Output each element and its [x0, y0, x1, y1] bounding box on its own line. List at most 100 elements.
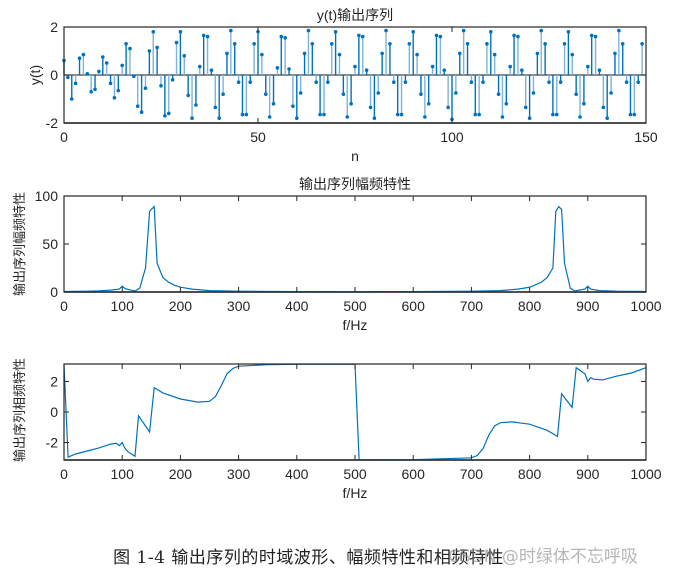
y-tick-label: 100 — [35, 188, 59, 204]
x-tick-label: 200 — [169, 298, 193, 314]
stem-marker — [198, 64, 202, 69]
stem-marker — [492, 52, 497, 57]
stem-marker — [318, 112, 322, 117]
stem-marker — [624, 80, 629, 84]
stem-marker — [69, 97, 74, 101]
stem-marker — [430, 64, 435, 69]
stem-marker — [267, 115, 272, 119]
x-tick-label: 200 — [169, 466, 193, 482]
stem-marker — [155, 45, 159, 50]
stem-marker — [368, 105, 373, 110]
x-tick-label: 1000 — [630, 466, 661, 482]
stem-marker — [570, 52, 575, 57]
stem-marker — [298, 91, 303, 95]
stem-marker — [360, 34, 365, 39]
x-tick-label: 1000 — [630, 298, 661, 314]
watermark: CSDN @时绿体不忘呼吸 — [448, 547, 638, 567]
stem-marker — [213, 105, 218, 110]
stem-marker — [120, 63, 124, 68]
stem-marker — [520, 68, 524, 72]
stem-marker — [364, 68, 369, 72]
stem-marker — [392, 80, 396, 84]
x-axis-label: n — [351, 148, 359, 164]
figure-caption: 图 1-4 输出序列的时域波形、幅频特性和相频特性 — [0, 543, 677, 568]
stem-marker — [574, 92, 578, 96]
stem-marker — [485, 42, 489, 46]
stem-marker — [201, 33, 206, 38]
x-axis-label: f/Hz — [343, 317, 368, 333]
stem-marker — [582, 102, 586, 106]
stem-marker — [345, 115, 350, 119]
stem-marker — [73, 81, 78, 86]
y-axis-label: 输出序列幅频特性 — [12, 192, 27, 296]
stem-marker — [500, 115, 505, 119]
stem-marker — [578, 115, 582, 119]
stem-marker — [403, 80, 408, 84]
y-axis-label: 输出序列相频特性 — [12, 358, 27, 462]
stem-marker — [271, 102, 276, 106]
stem-marker — [287, 67, 291, 71]
stem-marker — [399, 112, 404, 117]
y-tick-label: -2 — [46, 435, 59, 451]
stem-marker — [143, 86, 148, 90]
stem-marker — [477, 112, 481, 117]
plot-area — [64, 196, 646, 292]
stem-marker — [139, 110, 144, 114]
stem-marker — [551, 112, 555, 117]
stem-marker — [116, 88, 121, 93]
stem-marker — [589, 33, 594, 38]
stem-marker — [159, 84, 163, 88]
x-tick-label: 300 — [227, 466, 251, 482]
stem-marker — [617, 28, 621, 33]
x-tick-label: 50 — [250, 129, 266, 145]
stem-marker — [411, 30, 416, 34]
y-tick-label: 50 — [42, 236, 58, 252]
x-tick-label: 700 — [460, 466, 484, 482]
stem-marker — [240, 112, 245, 117]
stem-marker — [438, 34, 443, 39]
y-tick-label: -2 — [46, 115, 59, 131]
stem-marker — [190, 116, 194, 120]
x-tick-label: 100 — [111, 298, 135, 314]
x-tick-label: 800 — [518, 466, 542, 482]
stem-marker — [419, 92, 423, 96]
y-tick-label: 0 — [50, 67, 58, 83]
stem-marker — [66, 75, 70, 80]
stem-marker — [508, 64, 512, 69]
stem-marker — [465, 42, 470, 46]
x-tick-label: 150 — [634, 129, 658, 145]
x-tick-label: 100 — [111, 466, 135, 482]
stem-marker — [166, 111, 171, 116]
stem-marker — [77, 56, 82, 60]
caption-text: 图 1-4 输出序列的时域波形、幅频特性和相频特性 — [113, 548, 504, 568]
stem-marker — [178, 30, 183, 34]
stem-marker — [376, 91, 381, 95]
stem-marker — [543, 42, 547, 46]
stem-marker — [306, 28, 311, 33]
stem-marker — [547, 80, 551, 84]
magnitude-response-plot: 0 100 200 300 400 500 600 700 800 900 1000 0 50 100 输出… — [12, 176, 662, 333]
stem-marker — [609, 91, 613, 95]
stem-marker — [229, 28, 233, 33]
chart-title: 输出序列幅频特性 — [299, 176, 411, 192]
stem-marker — [527, 116, 532, 120]
stem-marker — [135, 104, 140, 108]
stem-marker — [326, 80, 330, 84]
stem-marker — [531, 91, 536, 95]
stem-marker — [504, 102, 509, 106]
stem-marker — [415, 52, 419, 57]
stem-marker — [322, 112, 326, 117]
x-tick-label: 400 — [285, 466, 309, 482]
stem-marker — [601, 105, 606, 110]
stem-marker — [496, 92, 501, 96]
y-axis-label: y(t) — [27, 65, 43, 85]
stem-marker — [384, 28, 388, 33]
stem-marker — [395, 112, 400, 117]
stem-marker — [535, 51, 540, 56]
x-tick-label: 0 — [60, 129, 68, 145]
stem-marker — [314, 80, 319, 84]
stem-marker — [423, 115, 427, 119]
y-tick-label: 0 — [50, 404, 58, 420]
stem-marker — [632, 112, 637, 117]
